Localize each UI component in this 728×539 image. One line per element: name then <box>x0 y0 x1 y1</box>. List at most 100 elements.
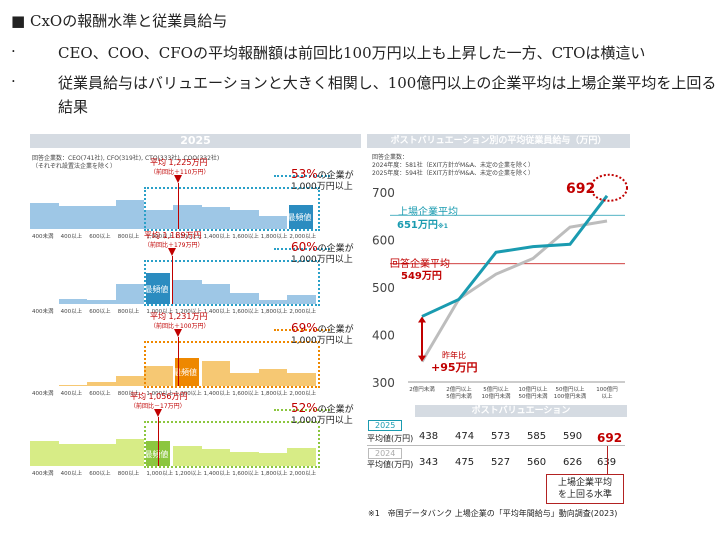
page-heading: CxOの報酬水準と従業員給与 <box>29 12 228 30</box>
hist-bar <box>58 205 88 229</box>
mode-label: 最頻値 <box>144 284 169 294</box>
table-cell: 475 <box>455 457 475 468</box>
hist-bar: 最頻値 <box>173 358 199 386</box>
x-tick-label: 800以上 <box>117 234 140 240</box>
bullet-1: · <box>11 42 16 60</box>
avg-diff: （前回比＋179万円） <box>144 242 204 249</box>
pct-connector <box>274 175 331 189</box>
table-cell: 474 <box>455 431 475 442</box>
callout-connector <box>607 446 608 474</box>
pct-value: 53% <box>291 167 318 181</box>
table-cell: 692 <box>597 431 623 445</box>
right-note-1: 回答企業数： <box>372 154 409 161</box>
avg-label: 平均 1,225万円 <box>150 158 208 167</box>
x-tick-label: 1,800以上 <box>260 391 288 397</box>
avg-label: 平均 1,231万円 <box>150 312 208 321</box>
x-tick-label: 800以上 <box>117 391 140 397</box>
hist-bar <box>173 445 202 466</box>
callout-box: 上場企業平均 を上回る水準 <box>546 474 624 504</box>
hist-bar <box>115 376 145 386</box>
bullet-1-text: CEO、COO、CFOの平均報酬額は前回比100万円以上も上昇した一方、CTOは… <box>58 44 646 62</box>
mode-label: 最頻値 <box>144 449 169 459</box>
x-tick-label: 1,400以上 <box>203 471 231 477</box>
avg-marker-icon <box>168 248 176 256</box>
x-tick-label: 1,600以上 <box>232 471 259 477</box>
pct-text-2: 1,000万円以上 <box>291 255 353 265</box>
pct-text-1: の企業が <box>317 325 354 335</box>
x-category-label: 10億円以上 50億円未満 <box>519 385 548 400</box>
hist-bar <box>58 298 88 304</box>
avg-line <box>178 337 179 386</box>
x-category-label: 100億円以上 <box>596 385 618 400</box>
hist-bar <box>287 448 316 466</box>
y-tick-label: 700 <box>372 186 395 200</box>
hist-bar <box>115 200 145 229</box>
series-line-2024 <box>420 219 608 363</box>
hist-bar <box>287 295 316 304</box>
avg-diff: （前回比－17万円） <box>130 403 186 410</box>
y-tick-label: 500 <box>372 281 395 295</box>
pct-connector <box>274 248 331 262</box>
callout-692: 692 <box>566 181 596 197</box>
table-cell: 585 <box>527 431 547 442</box>
pct-value: 69% <box>291 321 318 335</box>
pct-text-2: 1,000万円以上 <box>291 416 353 426</box>
x-tick-label: 400未満 <box>32 471 54 477</box>
x-tick-label: 400未満 <box>32 309 54 315</box>
hist-bar <box>201 284 231 304</box>
x-tick-label: 1,600以上 <box>232 391 259 397</box>
respondents-note: 回答企業数：CEO(741社), CFO(319社), CTO(333社), C… <box>32 155 220 162</box>
pct-text-2: 1,000万円以上 <box>291 336 353 346</box>
x-tick-label: 400以上 <box>60 234 83 240</box>
yoy-label: 昨年比 <box>442 351 466 360</box>
series-line-2025 <box>421 194 609 318</box>
table-cell: 527 <box>491 457 511 468</box>
x-tick-label: 600以上 <box>89 309 111 315</box>
x-tick-label: 400以上 <box>60 471 83 477</box>
hist-bar <box>115 284 145 304</box>
year-badge-2024: 2024 <box>368 448 403 459</box>
table-cell: 560 <box>527 457 547 468</box>
resp-avg-label: 回答企業平均 <box>390 259 450 270</box>
pct-text-1: の企業が <box>317 244 354 254</box>
hist-bar <box>87 205 116 229</box>
over-1000-box <box>144 187 320 231</box>
x-tick-label: 1,400以上 <box>203 234 231 240</box>
hist-bar <box>87 382 116 386</box>
x-tick-label: 600以上 <box>89 391 111 397</box>
x-tick-label: 1,000以上 <box>146 471 174 477</box>
table-cell: 438 <box>419 431 439 442</box>
hist-bar <box>201 448 231 466</box>
x-tick-label: 1,200以上 <box>175 471 202 477</box>
x-tick-label: 1,000以上 <box>146 391 174 397</box>
arrow-head-down-icon <box>418 355 426 362</box>
hist-bar <box>30 202 59 229</box>
hist-bar <box>173 204 202 229</box>
yoy-value: +95万円 <box>431 361 478 374</box>
hist-bar <box>173 279 202 304</box>
arrow-head-up-icon <box>418 316 426 323</box>
row-label-2025: 平均値(万円) <box>367 434 414 443</box>
table-cell: 590 <box>563 431 583 442</box>
pct-text-2: 1,000万円以上 <box>291 182 353 192</box>
hist-bar <box>230 451 259 466</box>
row-label-2024: 平均値(万円) <box>367 460 414 469</box>
pct-connector <box>274 329 331 343</box>
hist-bar <box>258 368 288 386</box>
pct-text: 53%の企業が 1,000万円以上 <box>291 167 354 193</box>
x-tick-label: 2,000以上 <box>289 471 317 477</box>
hist-bar <box>230 373 259 386</box>
x-tick-label: 400未満 <box>32 234 54 240</box>
x-tick-label: 1,200以上 <box>175 309 202 315</box>
avg-marker-icon <box>174 329 182 337</box>
x-tick-label: 800以上 <box>117 309 140 315</box>
highlight-circle <box>590 173 628 202</box>
x-category-label: 2億円以上 5億円未満 <box>446 385 472 400</box>
hist-bar <box>144 210 173 229</box>
hist-bar <box>287 372 316 386</box>
x-category-label: 50億円以上 100億円未満 <box>554 385 587 400</box>
over-1000-box <box>144 341 320 388</box>
x-tick-label: 400以上 <box>60 391 83 397</box>
over-1000-box <box>144 260 320 306</box>
